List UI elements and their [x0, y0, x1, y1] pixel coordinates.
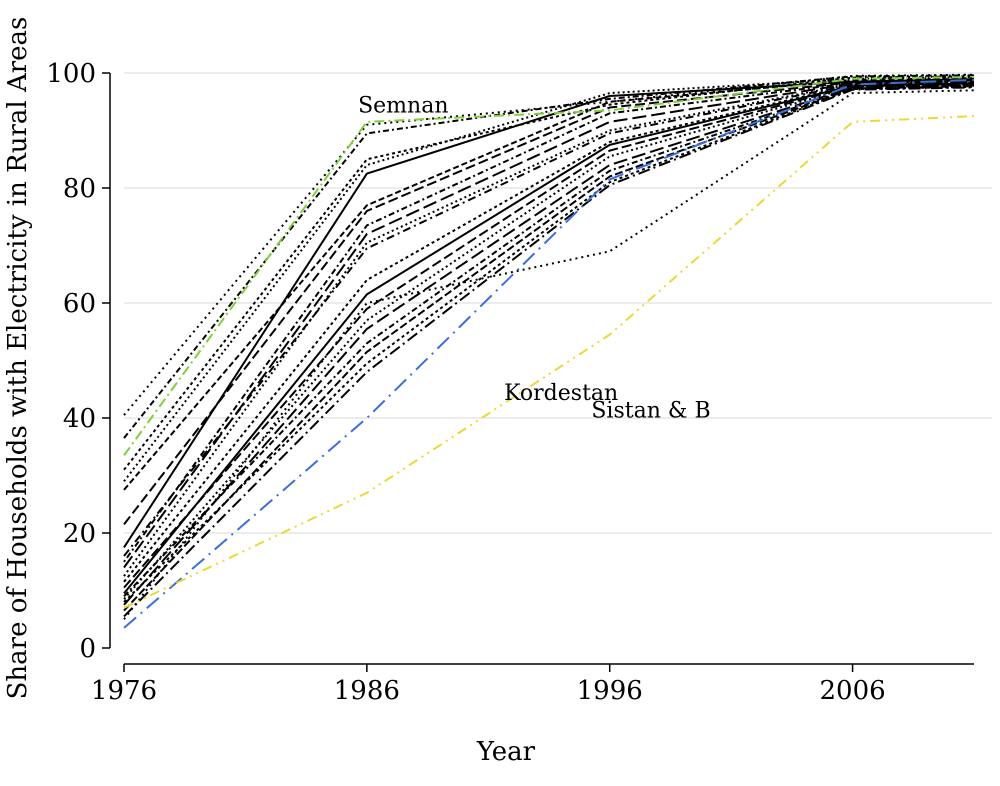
x-tick-label-1976: 1976	[91, 676, 157, 706]
series-line-8	[123, 77, 975, 491]
series-line-14	[123, 81, 975, 557]
axes	[102, 72, 974, 672]
y-tick-label-100: 100	[46, 59, 96, 89]
series-line-12	[123, 80, 975, 569]
series-line-4	[123, 73, 975, 416]
series-line-13	[123, 80, 975, 577]
series-line-15	[123, 81, 975, 583]
series-line-18	[123, 83, 975, 600]
x-axis-title: Year	[476, 737, 536, 767]
series-line-11	[123, 79, 975, 563]
y-tick-label-60: 60	[63, 289, 96, 319]
series-line-6	[123, 75, 975, 471]
y-tick-label-20: 20	[63, 519, 96, 549]
series-line-5	[123, 74, 975, 439]
series-line-20	[123, 84, 975, 597]
annotation-semnan: Semnan	[358, 94, 448, 119]
x-tick-labels: 1976 1986 1996 2006	[91, 676, 886, 706]
series-line-7	[123, 76, 975, 482]
y-axis-title: Share of Households with Electricity in …	[3, 17, 33, 700]
y-tick-label-0: 0	[79, 634, 96, 664]
series-line-10	[123, 78, 975, 526]
series-line-23	[123, 86, 975, 618]
y-tick-label-40: 40	[63, 404, 96, 434]
series-group	[123, 73, 975, 629]
series-line-2	[123, 78, 975, 629]
series-line-19	[123, 84, 975, 606]
x-tick-label-1986: 1986	[334, 676, 400, 706]
series-line-17	[123, 82, 975, 589]
annotation-kordestan: Kordestan	[504, 381, 618, 406]
x-tick-label-2006: 2006	[819, 676, 885, 706]
series-line-22	[123, 85, 975, 603]
series-line-21	[123, 85, 975, 612]
series-line-16	[123, 82, 975, 595]
series-line-3	[123, 115, 975, 609]
gridlines	[124, 72, 992, 534]
y-tick-labels: 0 20 40 60 80 100	[46, 59, 96, 664]
series-line-1	[123, 76, 975, 456]
y-tick-label-80: 80	[63, 174, 96, 204]
annotation-sistan-b: Sistan & B	[591, 398, 710, 423]
x-tick-label-1996: 1996	[577, 676, 643, 706]
series-line-24	[123, 89, 975, 620]
